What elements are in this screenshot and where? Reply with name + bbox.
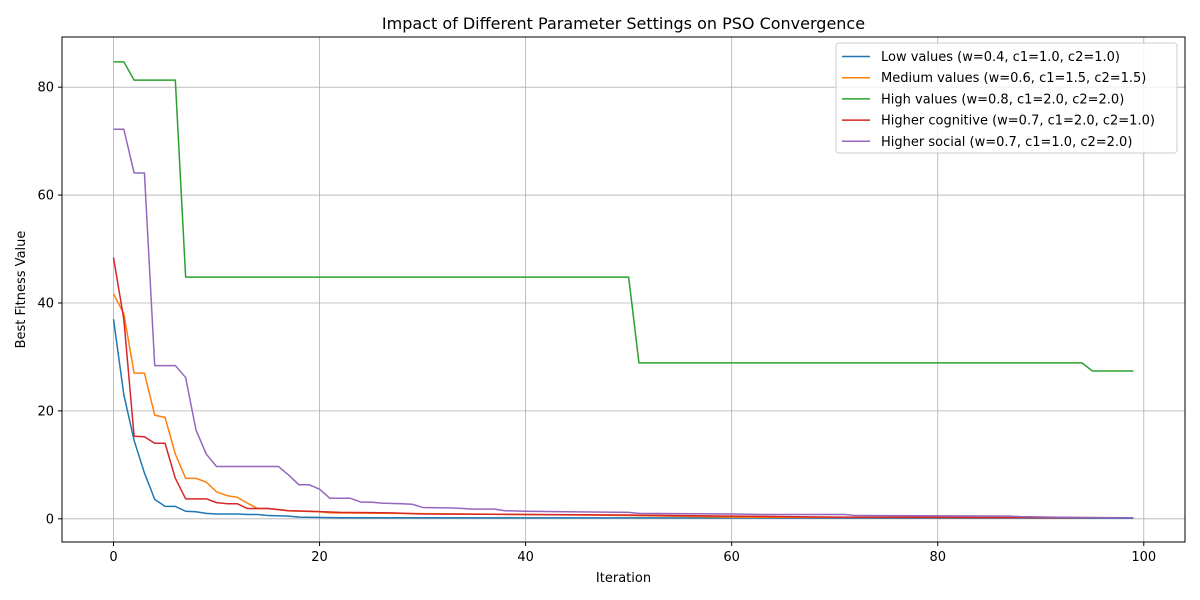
series-line-4: [112, 257, 1134, 519]
legend-label-5: Higher social (w=0.7, c1=1.0, c2=2.0): [881, 135, 1132, 150]
plot-frame: [61, 36, 1186, 543]
x-axis-label: Iteration: [596, 571, 651, 586]
legend-box: [835, 42, 1178, 154]
legend-label-3: High values (w=0.8, c1=2.0, c2=2.0): [881, 92, 1124, 107]
y-tick-label: 40: [37, 296, 54, 311]
chart-title: Impact of Different Parameter Settings o…: [382, 14, 865, 33]
series-line-5: [113, 128, 1134, 519]
series-line-3: [113, 61, 1134, 372]
y-tick-label: 80: [37, 81, 54, 96]
y-tick-label: 0: [46, 512, 54, 527]
series-layer: [112, 61, 1134, 520]
legend: Low values (w=0.4, c1=1.0, c2=1.0) Medium…: [835, 42, 1178, 154]
x-tick-label: 0: [109, 550, 117, 565]
axis-ticks: 0 20 40 60 80 100 0 20 40 60 80: [37, 81, 1156, 565]
legend-label-4: Higher cognitive (w=0.7, c1=2.0, c2=1.0): [881, 114, 1155, 129]
x-tick-label: 60: [723, 550, 740, 565]
x-tick-label: 40: [517, 550, 534, 565]
y-tick-label: 60: [37, 189, 54, 204]
x-tick-label: 80: [929, 550, 946, 565]
x-tick-label: 100: [1131, 550, 1156, 565]
y-tick-label: 20: [37, 404, 54, 419]
series-line-1: [112, 319, 1134, 520]
x-tick-label: 20: [311, 550, 328, 565]
legend-label-1: Low values (w=0.4, c1=1.0, c2=1.0): [881, 50, 1120, 65]
y-axis-label: Best Fitness Value: [14, 231, 29, 349]
legend-label-2: Medium values (w=0.6, c1=1.5, c2=1.5): [881, 71, 1146, 86]
